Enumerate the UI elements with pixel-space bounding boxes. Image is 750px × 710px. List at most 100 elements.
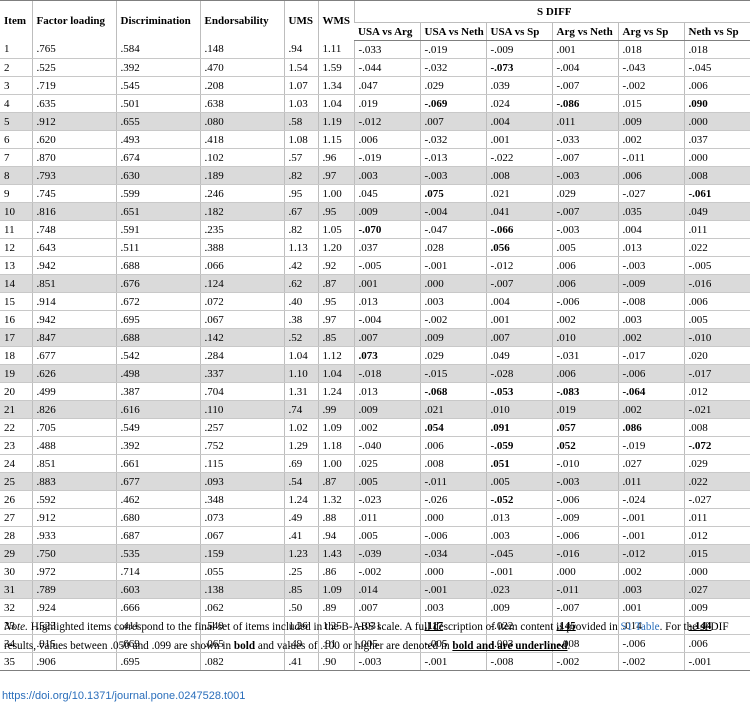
cell-discrimination: .714: [115, 562, 200, 581]
cell-usa-vs-sp: .051: [485, 454, 552, 473]
header-ums: UMS: [283, 0, 318, 41]
cell-ums: .82: [283, 220, 318, 239]
cell-wms: 1.18: [317, 436, 354, 455]
cell-arg-vs-neth: .005: [551, 238, 618, 257]
cell-discrimination: .630: [115, 166, 200, 185]
cell-usa-vs-sp: .091: [485, 418, 552, 437]
cell-arg-vs-neth: -.003: [551, 166, 618, 185]
table-row: 28.933.687.067.41.94.005 -.006.003 -.006 -.…: [0, 526, 750, 545]
cell-ums: 1.23: [283, 544, 318, 563]
cell-discrimination: .616: [115, 400, 200, 419]
cell-ums: 1.29: [283, 436, 318, 455]
cell-wms: 1.04: [317, 94, 354, 113]
cell-endorsability: .115: [199, 454, 284, 473]
cell-wms: .91: [317, 634, 354, 653]
cell-arg-vs-sp: .035: [617, 202, 684, 221]
cell-usa-vs-sp: -.053: [485, 382, 552, 401]
cell-usa-vs-neth: -.001: [419, 256, 486, 275]
cell-item: 18: [0, 346, 32, 365]
cell-arg-vs-sp: .003: [617, 580, 684, 599]
cell-neth-vs-sp: .000: [683, 112, 750, 131]
cell-usa-vs-sp: -.012: [485, 256, 552, 275]
cell-usa-vs-arg: -.003: [353, 652, 420, 671]
cell-neth-vs-sp: .037: [683, 130, 750, 149]
cell-arg-vs-neth: .002: [551, 310, 618, 329]
doi-link[interactable]: https://doi.org/10.1371/journal.pone.024…: [2, 690, 246, 702]
cell-endorsability: .148: [199, 40, 284, 59]
cell-usa-vs-sp: -.066: [485, 220, 552, 239]
table-row: 30.972.714.055.25.86 -.002.000 -.001.000.0…: [0, 562, 750, 581]
cell-discrimination: .680: [115, 508, 200, 527]
cell-factor-loading: .816: [31, 202, 116, 221]
cell-arg-vs-neth: -.006: [551, 526, 618, 545]
cell-factor-loading: .883: [31, 472, 116, 491]
cell-wms: .97: [317, 166, 354, 185]
cell-usa-vs-sp: .041: [485, 202, 552, 221]
cell-item: 2: [0, 58, 32, 77]
table-row: 16.942.695.067.38.97 -.004 -.002.001.002.0…: [0, 310, 750, 329]
cell-item: 24: [0, 454, 32, 473]
cell-factor-loading: .719: [31, 76, 116, 95]
cell-arg-vs-neth: .006: [551, 364, 618, 383]
cell-usa-vs-arg: .013: [353, 292, 420, 311]
cell-arg-vs-sp: .015: [617, 94, 684, 113]
cell-wms: .85: [317, 328, 354, 347]
cell-arg-vs-neth: -.007: [551, 148, 618, 167]
cell-usa-vs-neth: -.013: [419, 148, 486, 167]
cell-arg-vs-sp: .004: [617, 220, 684, 239]
cell-neth-vs-sp: .029: [683, 454, 750, 473]
cell-usa-vs-neth: -.004: [419, 202, 486, 221]
cell-usa-vs-neth: -.001: [419, 580, 486, 599]
cell-usa-vs-sp: -.003: [485, 634, 552, 653]
table-row: 24.851.661.115.69 1.00.025.008.051 -.010.0…: [0, 454, 750, 473]
note-text-2: . For the sPDIF results, values between …: [4, 621, 729, 652]
table-row: 17.847.688.142.52.85.007.009.007.010.002…: [0, 328, 750, 347]
cell-factor-loading: .924: [31, 598, 116, 617]
cell-usa-vs-neth: .007: [419, 112, 486, 131]
header-usa-vs-arg: USA vs Arg: [354, 22, 420, 41]
cell-wms: .89: [317, 598, 354, 617]
cell-factor-loading: .915: [31, 634, 116, 653]
cell-neth-vs-sp: -.001: [683, 652, 750, 671]
cell-neth-vs-sp: .012: [683, 526, 750, 545]
cell-ums: .57: [283, 148, 318, 167]
cell-usa-vs-sp: .003: [485, 526, 552, 545]
cell-ums: 1.13: [283, 238, 318, 257]
cell-usa-vs-arg: .007: [353, 598, 420, 617]
cell-discrimination: .462: [115, 490, 200, 509]
s1-table-link[interactable]: S1 Table: [620, 621, 660, 633]
cell-arg-vs-neth: .006: [551, 256, 618, 275]
cell-arg-vs-neth: -.004: [551, 58, 618, 77]
table-row: 18.677.542.284 1.04 1.12.073.029.049 -.031-…: [0, 346, 750, 365]
table-row: 22.705.549.257 1.02 1.09.002.054.091.057.0…: [0, 418, 750, 437]
cell-discrimination: .687: [115, 526, 200, 545]
table-row: 23.488.392.752 1.29 1.18 -.040.006 -.059.052…: [0, 436, 750, 455]
cell-neth-vs-sp: .022: [683, 472, 750, 491]
cell-factor-loading: .793: [31, 166, 116, 185]
cell-wms: .87: [317, 472, 354, 491]
cell-usa-vs-neth: -.032: [419, 130, 486, 149]
cell-neth-vs-sp: .005: [683, 310, 750, 329]
cell-discrimination: .669: [115, 634, 200, 653]
cell-usa-vs-arg: -.012: [353, 112, 420, 131]
cell-usa-vs-arg: .013: [353, 382, 420, 401]
cell-usa-vs-sp: -.022: [485, 616, 552, 635]
cell-item: 12: [0, 238, 32, 257]
note-bold-word: bold: [233, 640, 256, 652]
cell-neth-vs-sp: -.017: [683, 364, 750, 383]
cell-discrimination: .591: [115, 220, 200, 239]
cell-ums: 1.26: [283, 616, 318, 635]
header-factor-loading: Factor loading: [31, 0, 116, 41]
cell-arg-vs-neth: -.016: [551, 544, 618, 563]
table-row: 4.635.501.638 1.03 1.04.019 -.069.024 -.086.…: [0, 94, 750, 113]
table-row: 10.816.651.182.67.95.009 -.004.041 -.007.0…: [0, 202, 750, 221]
cell-usa-vs-neth: .000: [419, 508, 486, 527]
cell-neth-vs-sp: .011: [683, 220, 750, 239]
table-row: 20.499.387.704 1.31 1.24.013 -.068 -.053 -.08…: [0, 382, 750, 401]
cell-wms: 1.24: [317, 382, 354, 401]
cell-endorsability: .246: [199, 184, 284, 203]
cell-usa-vs-arg: .009: [353, 400, 420, 419]
cell-item: 10: [0, 202, 32, 221]
cell-item: 34: [0, 634, 32, 653]
